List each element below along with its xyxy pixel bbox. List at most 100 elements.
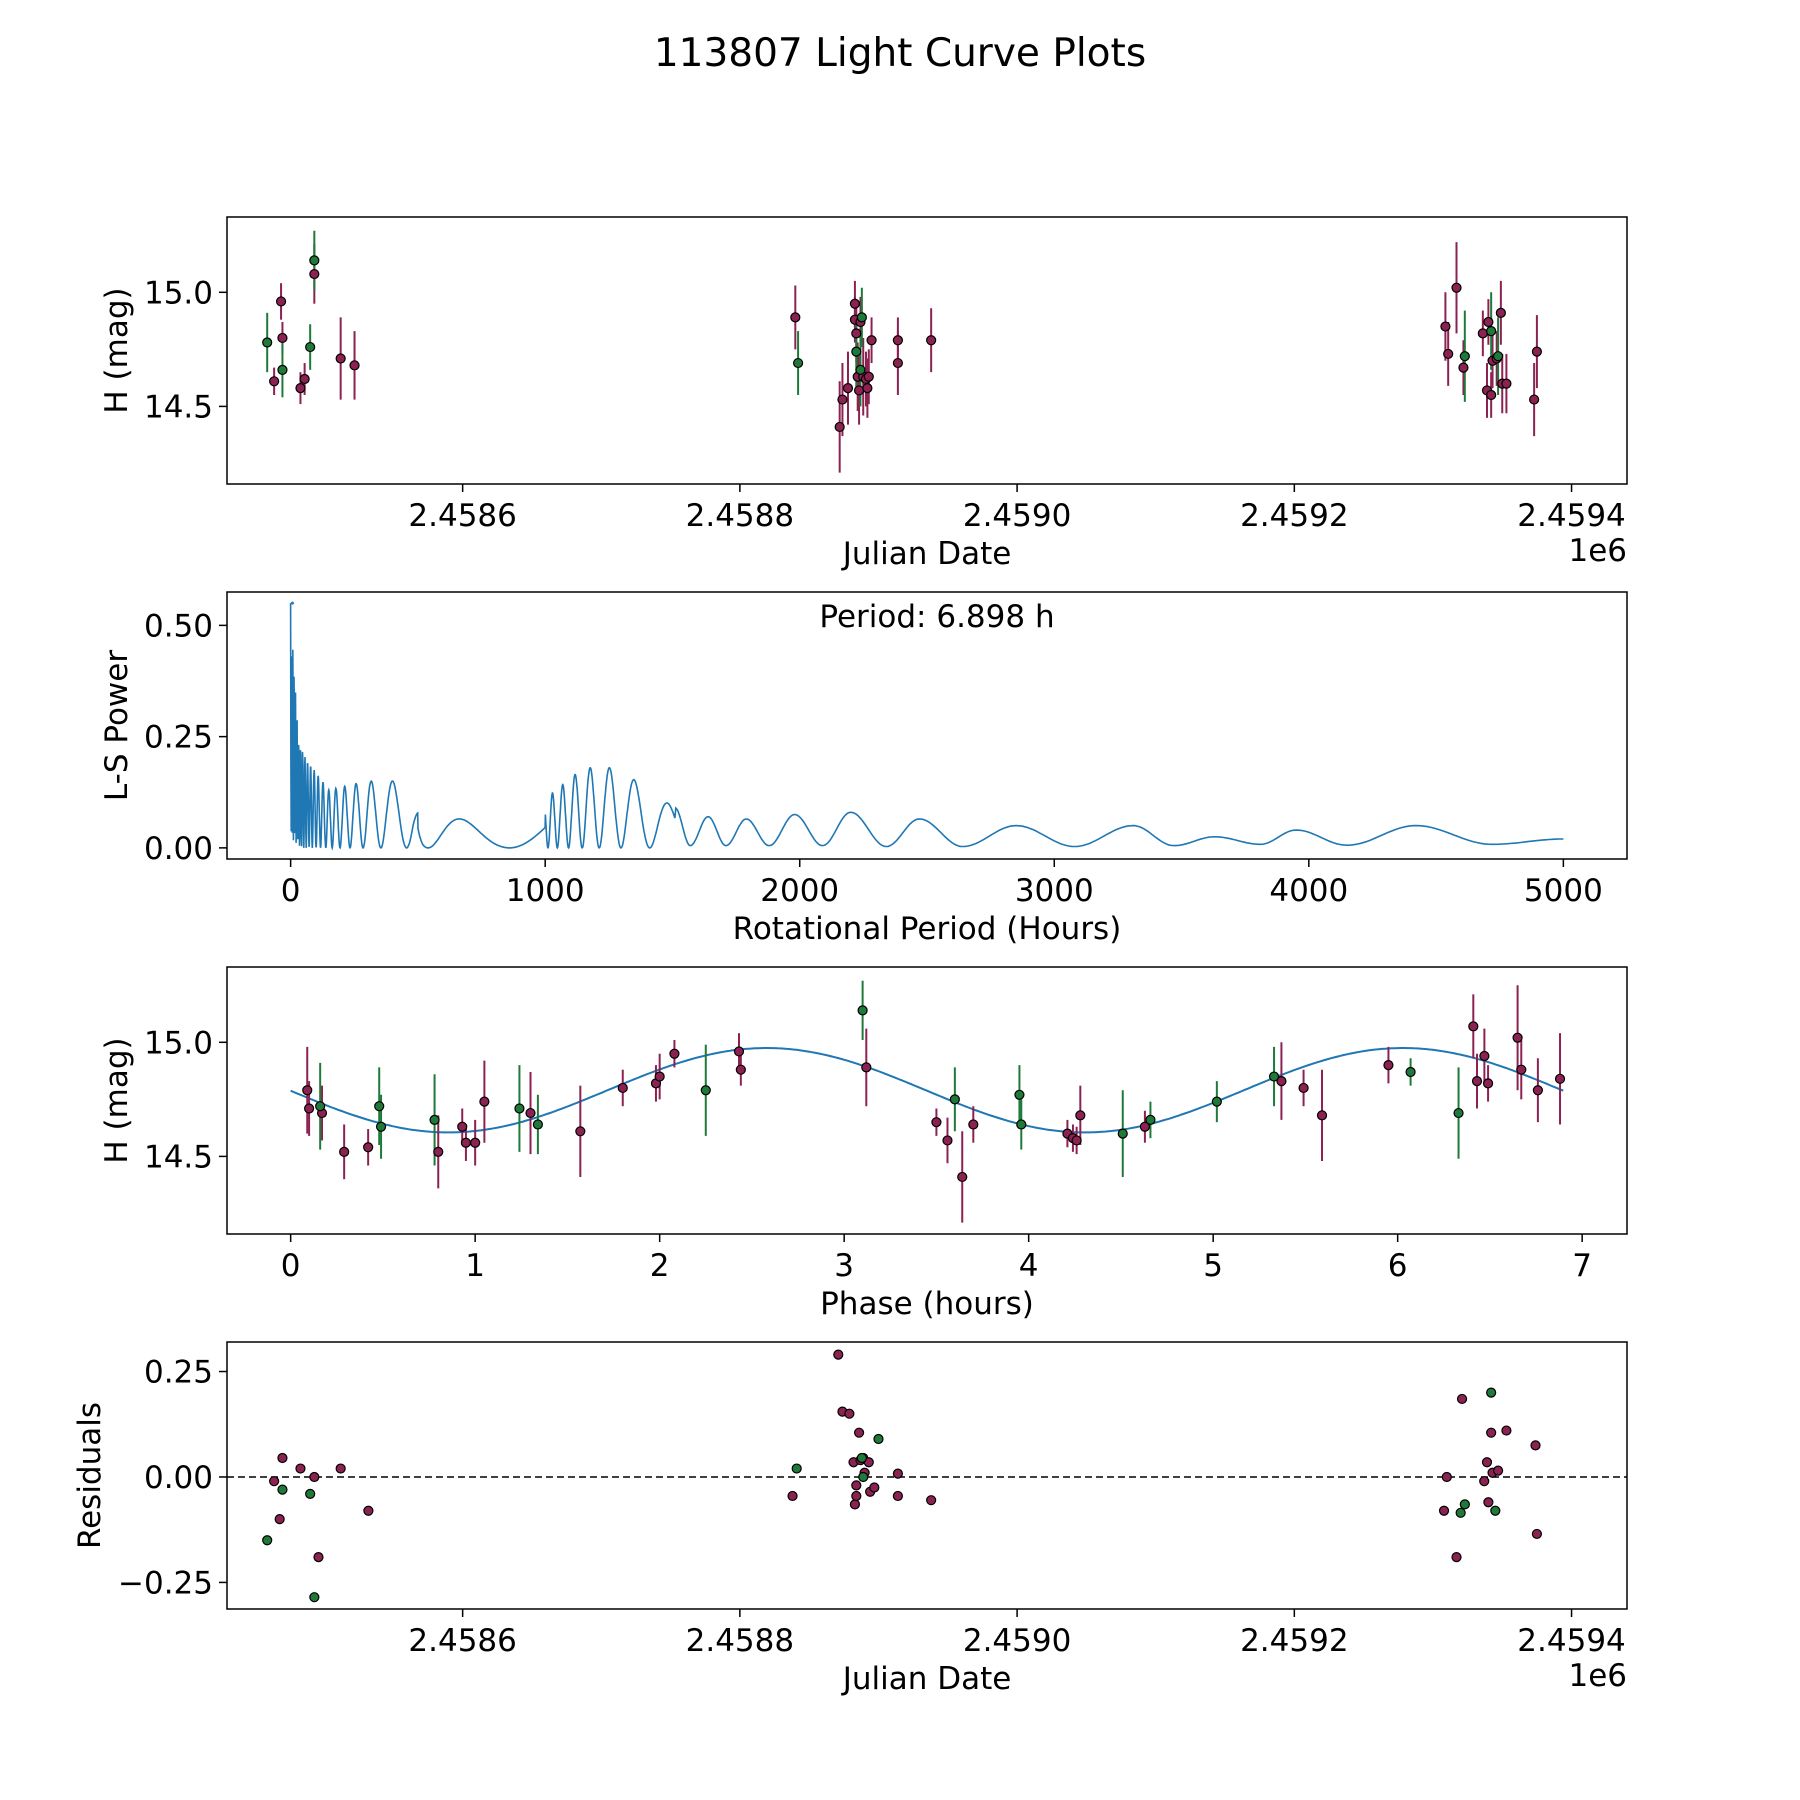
green-data-point — [262, 337, 273, 348]
magenta-data-point — [302, 1085, 313, 1096]
magenta-data-point — [957, 1171, 968, 1183]
magenta-data-point — [479, 1096, 490, 1107]
magenta-data-point — [295, 383, 306, 394]
magenta-data-point — [335, 353, 346, 364]
green-data-point — [429, 1114, 440, 1125]
magenta-data-point — [863, 371, 874, 382]
panel-residuals: 2.4586 2.4588 2.4590 2.4592 2.4594 0.25 0.00 −0… — [72, 1341, 1628, 1697]
green-data-point — [1459, 351, 1470, 362]
green-data-point — [1486, 326, 1497, 337]
magenta-data-point — [274, 1514, 285, 1525]
magenta-data-point — [335, 1463, 346, 1474]
magenta-data-point — [862, 383, 873, 394]
x-tick-label: 2.4586 — [408, 498, 516, 534]
green-data-point — [1459, 1499, 1470, 1510]
panel-lightcurve: 2.4586 2.4588 2.4590 2.4592 2.4594 15.0 14.5 Ju… — [99, 216, 1628, 572]
magenta-data-point — [1075, 1110, 1086, 1121]
green-data-point — [1014, 1089, 1025, 1100]
magenta-data-point — [892, 1490, 903, 1502]
magenta-data-point — [1451, 282, 1462, 293]
x-tick-label: 2.4594 — [1517, 498, 1625, 534]
magenta-data-point — [1492, 1465, 1504, 1476]
magenta-data-point — [1471, 1076, 1483, 1087]
magenta-data-point — [339, 1146, 350, 1157]
magenta-data-point — [1486, 1427, 1497, 1438]
magenta-data-point — [349, 360, 360, 371]
y-tick-label: 15.0 — [144, 1025, 213, 1061]
green-data-point — [277, 1484, 288, 1495]
magenta-data-point — [275, 296, 287, 307]
magenta-data-point — [853, 385, 865, 396]
green-data-point — [1145, 1114, 1156, 1125]
x-tick-label: 7 — [1572, 1248, 1592, 1284]
magenta-data-point — [1071, 1135, 1082, 1146]
green-data-point — [856, 312, 867, 323]
green-data-point — [791, 1463, 802, 1474]
plot-area — [227, 1349, 1627, 1603]
magenta-data-point — [1486, 389, 1497, 401]
magenta-data-point — [892, 1468, 903, 1479]
magenta-data-point — [931, 1117, 942, 1128]
magenta-data-point — [851, 1490, 862, 1502]
magenta-data-point — [851, 328, 862, 339]
green-data-point — [1268, 1071, 1280, 1082]
magenta-data-point — [1298, 1082, 1309, 1094]
green-data-point — [1492, 351, 1504, 362]
magenta-data-point — [1529, 394, 1540, 405]
magenta-data-point — [926, 1495, 937, 1506]
magenta-data-point — [309, 268, 320, 280]
magenta-data-point — [926, 335, 937, 346]
magenta-data-point — [1316, 1110, 1328, 1121]
magenta-data-point — [844, 1408, 855, 1419]
magenta-data-point — [309, 1471, 320, 1483]
magenta-data-point — [1276, 1076, 1287, 1087]
magenta-data-point — [837, 394, 848, 405]
x-axis-label: Julian Date — [841, 1661, 1012, 1697]
green-data-point — [375, 1121, 387, 1132]
magenta-data-point — [1482, 1078, 1494, 1089]
x-tick-label: 2.4592 — [1240, 1623, 1348, 1659]
green-data-point — [1211, 1096, 1222, 1107]
chart-panels: 2.4586 2.4588 2.4590 2.4592 2.4594 15.0 14.5 Ju… — [72, 216, 1628, 1697]
magenta-data-point — [1531, 1528, 1543, 1540]
y-tick-label: −0.25 — [118, 1565, 213, 1601]
green-data-point — [262, 1535, 273, 1546]
x-tick-label: 2.4592 — [1240, 498, 1348, 534]
magenta-data-point — [1479, 1050, 1490, 1062]
magenta-data-point — [269, 376, 280, 387]
figure-title: 113807 Light Curve Plots — [654, 31, 1146, 76]
y-tick-label: 14.5 — [144, 389, 213, 425]
x-tick-label: 5 — [1203, 1248, 1223, 1284]
magenta-data-point — [1495, 307, 1506, 318]
magenta-data-point — [790, 312, 801, 323]
x-tick-label: 2.4590 — [963, 1623, 1071, 1659]
magenta-data-point — [833, 1349, 844, 1360]
green-data-point — [532, 1119, 543, 1130]
x-offset-label: 1e6 — [1568, 533, 1627, 569]
axes-frame — [226, 966, 1628, 1235]
magenta-data-point — [1441, 1471, 1452, 1483]
magenta-data-point — [470, 1137, 481, 1148]
magenta-data-point — [1477, 328, 1488, 339]
x-tick-label: 5000 — [1524, 873, 1603, 909]
green-data-point — [1455, 1507, 1466, 1518]
period-annotation: Period: 6.898 h — [819, 599, 1054, 635]
magenta-data-point — [669, 1048, 680, 1059]
magenta-data-point — [457, 1121, 468, 1132]
green-data-point — [1016, 1119, 1027, 1130]
magenta-data-point — [269, 1476, 280, 1487]
y-tick-label: 15.0 — [144, 275, 213, 311]
magenta-data-point — [942, 1135, 953, 1146]
x-offset-label: 1e6 — [1568, 1658, 1627, 1694]
x-tick-label: 1 — [465, 1248, 485, 1284]
magenta-data-point — [460, 1137, 472, 1148]
magenta-data-point — [733, 1046, 745, 1057]
magenta-data-point — [1440, 321, 1451, 332]
magenta-data-point — [851, 1480, 862, 1491]
green-data-point — [374, 1101, 385, 1112]
y-axis-label: L-S Power — [99, 650, 135, 801]
magenta-data-point — [1443, 348, 1454, 360]
magenta-data-point — [1451, 1552, 1462, 1563]
periodogram-line — [289, 603, 1564, 851]
green-data-point — [855, 364, 866, 375]
